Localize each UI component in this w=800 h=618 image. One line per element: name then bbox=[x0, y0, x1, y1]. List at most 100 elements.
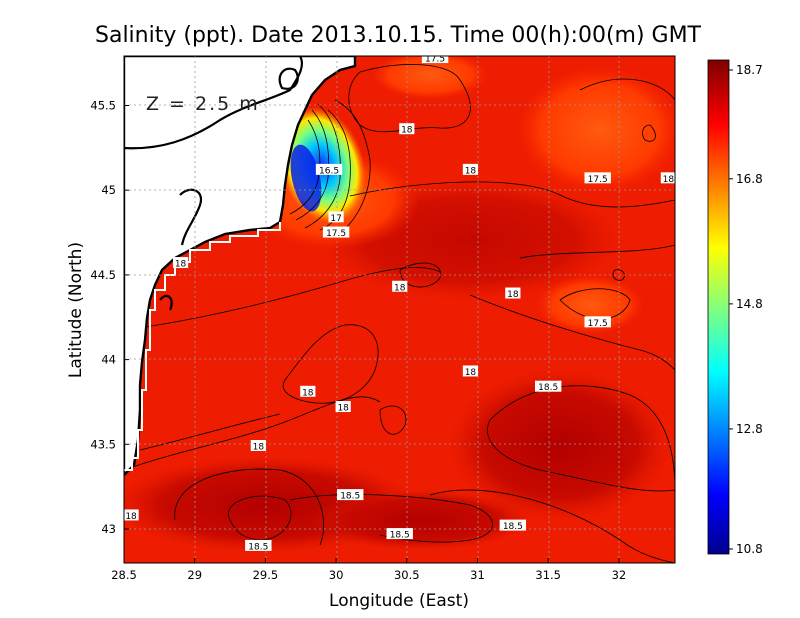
contour-label-box bbox=[245, 539, 272, 551]
contour-label-text: 18 bbox=[465, 368, 477, 378]
river-plume-core bbox=[290, 144, 322, 212]
land-mass bbox=[124, 56, 357, 477]
contour-label-box bbox=[462, 163, 479, 175]
contour-label-text: 17 bbox=[330, 214, 341, 224]
x-tick-label: 29 bbox=[187, 568, 202, 582]
y-tick-label: 44 bbox=[101, 353, 116, 367]
contour-label-text: 17.5 bbox=[588, 319, 608, 329]
contour-label: 18 bbox=[300, 385, 316, 398]
contour-label-text: 18 bbox=[401, 126, 413, 136]
x-tick-label: 28.5 bbox=[111, 568, 137, 582]
plot-frame bbox=[123, 55, 676, 564]
contour-label-text: 16.5 bbox=[319, 166, 339, 176]
contour-label-box bbox=[300, 385, 316, 397]
x-axis-label: Longitude (East) bbox=[329, 591, 469, 611]
y-axis-label: Latitude (North) bbox=[66, 242, 86, 378]
x-axis-ticks: 28.5 29 29.5 30 30.5 31 31.5 32 bbox=[111, 558, 626, 582]
contour-label: 18 bbox=[335, 401, 351, 414]
contour-label: 18.5 bbox=[535, 380, 562, 393]
contour-label-text: 18 bbox=[302, 388, 314, 398]
colorbar-tick-label: 18.7 bbox=[736, 63, 763, 77]
contour-label: 18 bbox=[462, 163, 479, 176]
contour-label: 18 bbox=[660, 172, 675, 185]
depth-label: Z = 2.5 m bbox=[146, 93, 260, 115]
contour-label-text: 18 bbox=[394, 283, 406, 293]
y-tick-label: 44.5 bbox=[90, 268, 116, 282]
x-tick-label: 31 bbox=[470, 568, 485, 582]
contour-label: 18 bbox=[462, 365, 479, 378]
contour-label-box bbox=[399, 123, 415, 135]
contour-label-box bbox=[584, 316, 611, 328]
contour-label: 17.5 bbox=[584, 316, 611, 329]
contour-label-text: 17.5 bbox=[425, 55, 445, 65]
contour-label-text: 18.5 bbox=[390, 531, 410, 541]
contour-label-text: 18.5 bbox=[503, 522, 523, 532]
colorbar-tick-label: 14.8 bbox=[736, 297, 763, 311]
contour-label: 18 bbox=[250, 439, 266, 452]
contour-label-box bbox=[584, 172, 611, 184]
contour-label: 17.5 bbox=[322, 226, 350, 239]
contour-label-box bbox=[335, 401, 351, 413]
x-tick-label: 30 bbox=[329, 568, 344, 582]
contour-label-box bbox=[386, 528, 413, 540]
contour-label: 18 bbox=[172, 257, 189, 270]
low-salinity-patch bbox=[515, 65, 675, 195]
colorbar-tick-label: 16.8 bbox=[736, 172, 763, 186]
contour-label: 17.5 bbox=[584, 172, 611, 185]
contour-label-box bbox=[421, 56, 449, 64]
colorbar-tick-label: 12.8 bbox=[736, 422, 763, 436]
contour-label: 18 bbox=[505, 287, 521, 300]
colorbar-tick-label: 10.8 bbox=[736, 542, 763, 556]
contour-label: 16.5 bbox=[315, 163, 343, 176]
contour-label-text: 18 bbox=[507, 290, 519, 300]
low-salinity-patch bbox=[535, 275, 645, 335]
y-axis-ticks: 43 43.5 44 44.5 45 45.5 bbox=[90, 99, 129, 536]
contour-label-layer: 17.5 18 16.5 18 17.5 18 17 17.5 18 18 18 17.5 18 18.5… bbox=[124, 55, 675, 552]
land-mask-edge bbox=[124, 222, 281, 471]
x-tick-label: 31.5 bbox=[535, 568, 561, 582]
x-tick-label: 29.5 bbox=[253, 568, 279, 582]
y-tick-label: 43.5 bbox=[90, 437, 116, 451]
contour-label-box bbox=[250, 439, 266, 451]
contour-label-text: 18 bbox=[337, 404, 349, 414]
high-salinity-patch bbox=[310, 490, 530, 550]
contour-label: 18.5 bbox=[245, 539, 272, 552]
contour-label-text: 17.5 bbox=[588, 175, 608, 185]
colorbar-ticks: 18.7 16.8 14.8 12.8 10.8 bbox=[729, 63, 763, 556]
contour-label-text: 18 bbox=[125, 512, 137, 522]
contour-label-text: 18.5 bbox=[340, 492, 360, 502]
contour-label-box bbox=[315, 163, 343, 175]
contour-label-text: 18 bbox=[465, 166, 477, 176]
contour-label-box bbox=[499, 519, 527, 531]
y-tick-label: 43 bbox=[101, 522, 116, 536]
contour-label-text: 18.5 bbox=[248, 542, 268, 552]
contour-label-box bbox=[505, 287, 521, 299]
contour-label: 18.5 bbox=[499, 519, 527, 532]
contour-label-box bbox=[535, 380, 562, 392]
contour-label: 18 bbox=[124, 509, 139, 522]
x-tick-label: 32 bbox=[612, 568, 627, 582]
contour-label: 18.5 bbox=[386, 528, 413, 541]
contour-label-text: 18 bbox=[663, 175, 675, 185]
low-salinity-patch bbox=[370, 56, 490, 100]
contour-label-box bbox=[322, 226, 350, 238]
contour-lines bbox=[124, 64, 675, 563]
contour-label: 17 bbox=[328, 211, 344, 224]
contour-label-text: 18 bbox=[253, 442, 265, 452]
contour-label: 17.5 bbox=[421, 55, 449, 65]
contour-label-box bbox=[392, 280, 408, 292]
contour-label-box bbox=[337, 489, 364, 501]
salinity-field: 17.5 18 16.5 18 17.5 18 17 17.5 18 18 18 17.5 18 18.5… bbox=[124, 55, 675, 563]
contour-label-text: 18 bbox=[175, 260, 187, 270]
contour-label-box bbox=[462, 365, 479, 377]
colorbar bbox=[707, 59, 730, 555]
contour-label-box bbox=[660, 172, 675, 184]
y-tick-label: 45.5 bbox=[90, 99, 116, 113]
x-tick-label: 30.5 bbox=[394, 568, 420, 582]
contour-label-text: 17.5 bbox=[326, 229, 346, 239]
contour-label: 18.5 bbox=[337, 489, 364, 502]
contour-label-box bbox=[328, 211, 344, 223]
contour-label-box bbox=[124, 509, 139, 521]
contour-label: 18 bbox=[392, 280, 408, 293]
